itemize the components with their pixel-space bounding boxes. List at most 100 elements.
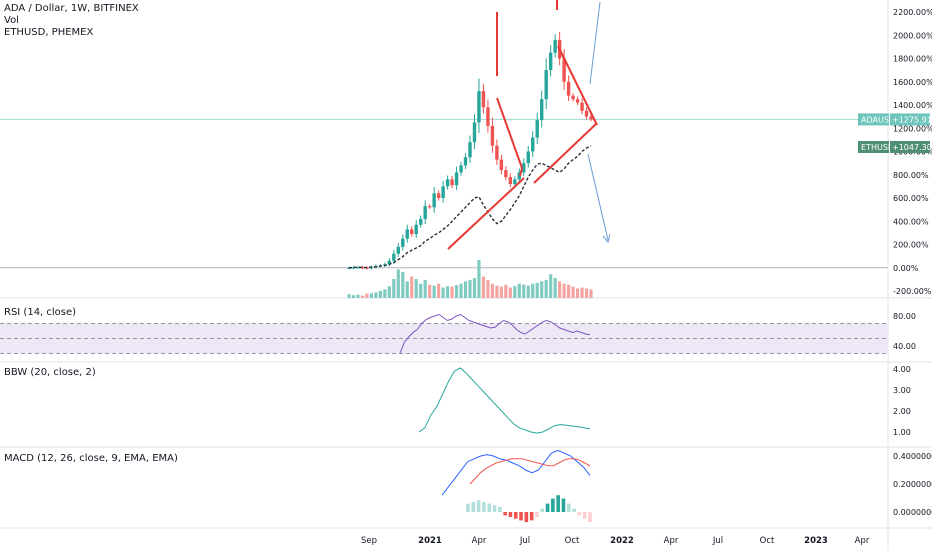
macd-histogram-bar bbox=[540, 508, 545, 512]
volume-bar bbox=[580, 287, 584, 298]
volume-bar bbox=[566, 284, 571, 298]
x-tick-label: Sep bbox=[361, 536, 377, 546]
price-tag-value: +1275.91% bbox=[892, 115, 932, 124]
candle-body bbox=[351, 267, 356, 269]
volume-bar bbox=[540, 281, 544, 298]
candle-body bbox=[504, 170, 508, 178]
volume-bar bbox=[360, 295, 365, 298]
y-tick-label: 1400.00% bbox=[893, 101, 932, 110]
x-tick-label: Oct bbox=[565, 536, 580, 546]
macd-tick-label: 0.20000000 bbox=[893, 480, 932, 489]
macd-tick-label: 0.00000000 bbox=[893, 508, 932, 517]
volume-bar bbox=[419, 283, 423, 298]
volume-bar bbox=[365, 293, 369, 298]
x-tick-label: 2021 bbox=[418, 536, 442, 546]
bbw-pane: 4.00 3.00 2.00 1.00 bbox=[418, 365, 911, 437]
candle-body bbox=[522, 163, 526, 173]
volume-bar bbox=[459, 283, 463, 298]
volume-bar bbox=[463, 281, 468, 298]
bbw-tick-label: 1.00 bbox=[893, 428, 911, 437]
volume-bar bbox=[571, 286, 575, 298]
y-tick-label: 2200.00% bbox=[893, 8, 932, 17]
macd-histogram-bar bbox=[588, 512, 592, 523]
volume-bar bbox=[374, 292, 378, 298]
y-tick-label: 2000.00% bbox=[893, 31, 932, 40]
macd-histogram-bar bbox=[519, 512, 523, 521]
candle-body bbox=[499, 159, 504, 171]
x-tick-label: Apr bbox=[472, 536, 487, 546]
rsi-tick-label: 40.00 bbox=[893, 342, 916, 351]
eth-compare-line bbox=[348, 145, 592, 269]
bbw-line bbox=[418, 367, 591, 434]
volume-bar bbox=[445, 286, 450, 298]
volume-bar bbox=[351, 295, 356, 298]
candle-body bbox=[468, 142, 472, 158]
macd-histogram-bar bbox=[582, 512, 587, 519]
candle-body bbox=[360, 267, 365, 269]
volume-bar bbox=[383, 289, 387, 298]
candle-body bbox=[450, 179, 454, 186]
volume-bar bbox=[450, 286, 454, 298]
uptrend-line-2 bbox=[533, 122, 598, 184]
candle-body bbox=[548, 52, 553, 71]
candle-body bbox=[410, 229, 414, 235]
volume-bar bbox=[486, 279, 490, 298]
volume-bar bbox=[508, 287, 512, 298]
candle-body bbox=[454, 172, 459, 186]
volume-bar bbox=[504, 284, 508, 298]
candle-body bbox=[584, 110, 589, 117]
candle-body bbox=[544, 70, 548, 100]
volume-bar bbox=[396, 269, 400, 298]
volume-bar bbox=[549, 274, 553, 298]
candle-body bbox=[562, 58, 566, 82]
candle-body bbox=[347, 267, 351, 269]
macd-histogram-bar bbox=[466, 503, 470, 512]
candle-body bbox=[517, 172, 521, 180]
volume-bar bbox=[401, 271, 405, 298]
volume-bar bbox=[441, 287, 445, 298]
volume-bar bbox=[495, 285, 499, 298]
candle-body bbox=[441, 186, 445, 198]
y-tick-label: 1800.00% bbox=[893, 55, 932, 64]
candle-body bbox=[396, 246, 400, 254]
volume-bar bbox=[378, 290, 382, 298]
candle-body bbox=[477, 91, 481, 123]
macd-tick-label: 0.40000000 bbox=[893, 452, 932, 461]
candle-body bbox=[436, 193, 441, 198]
macd-histogram-bar bbox=[577, 512, 582, 516]
candle-body bbox=[535, 120, 539, 138]
volume-bar bbox=[347, 294, 351, 298]
macd-line bbox=[441, 449, 591, 496]
macd-histogram-bar bbox=[545, 503, 550, 512]
candle-body bbox=[589, 116, 593, 120]
y-tick-label: 800.00% bbox=[893, 171, 929, 180]
volume-bar bbox=[369, 293, 374, 298]
x-tick-label: 2022 bbox=[610, 536, 634, 546]
candle-body bbox=[392, 253, 396, 261]
volume-bar bbox=[584, 288, 589, 298]
price-tag-symbol: ADAUSD bbox=[861, 115, 895, 124]
candle-body bbox=[571, 95, 575, 100]
candle-body bbox=[414, 224, 418, 235]
rsi-pane: 80.00 40.00 bbox=[0, 312, 916, 354]
volume-bar bbox=[522, 284, 526, 298]
candle-body bbox=[459, 165, 463, 173]
volume-bar bbox=[499, 286, 503, 298]
candle-body bbox=[419, 218, 423, 225]
candle-body bbox=[513, 179, 517, 185]
volume-label: Vol bbox=[4, 15, 19, 26]
candle-body bbox=[463, 157, 468, 166]
x-tick-label: Jul bbox=[712, 536, 723, 546]
volume-bar bbox=[477, 260, 481, 298]
decline-line-1 bbox=[496, 97, 524, 177]
bearish-arrow bbox=[587, 153, 609, 241]
candle-body bbox=[427, 206, 432, 208]
x-tick-label: Jul bbox=[519, 536, 530, 546]
rsi-tick-label: 80.00 bbox=[893, 312, 916, 321]
volume-bar bbox=[589, 289, 593, 298]
bbw-tick-label: 2.00 bbox=[893, 407, 911, 416]
volume-bar bbox=[535, 282, 539, 298]
volume-bar bbox=[472, 278, 477, 298]
volume-bar bbox=[490, 283, 495, 298]
